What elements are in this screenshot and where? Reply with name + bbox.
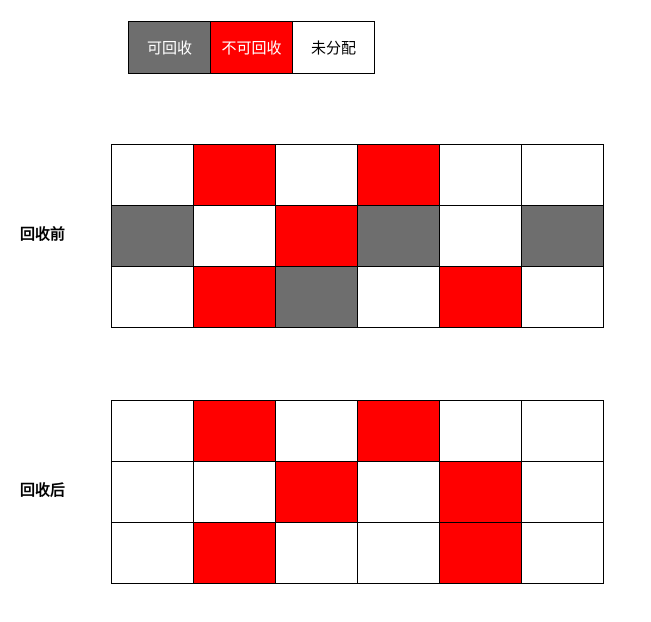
grid-cell — [357, 144, 440, 206]
grid-cell — [111, 522, 194, 584]
grid-cell — [111, 205, 194, 267]
grid-cell — [275, 144, 358, 206]
grid-cell — [193, 266, 276, 328]
grid-0 — [111, 144, 604, 328]
grid-cell — [193, 205, 276, 267]
grid-row — [111, 206, 604, 267]
grid-row — [111, 523, 604, 584]
section-label-1: 回收后 — [20, 479, 65, 500]
grid-cell — [111, 144, 194, 206]
grid-cell — [521, 266, 604, 328]
grid-cell — [439, 205, 522, 267]
grid-cell — [357, 266, 440, 328]
grid-cell — [275, 205, 358, 267]
grid-cell — [439, 266, 522, 328]
grid-cell — [111, 461, 194, 523]
grid-cell — [439, 461, 522, 523]
grid-cell — [439, 400, 522, 462]
grid-row — [111, 400, 604, 462]
grid-cell — [193, 400, 276, 462]
grid-cell — [357, 205, 440, 267]
grid-cell — [275, 400, 358, 462]
grid-cell — [275, 266, 358, 328]
legend: 可回收 不可回收 未分配 — [128, 21, 375, 74]
grid-cell — [439, 144, 522, 206]
legend-item-label: 未分配 — [311, 37, 356, 58]
grid-cell — [521, 144, 604, 206]
grid-cell — [193, 461, 276, 523]
grid-cell — [357, 400, 440, 462]
legend-item-label: 不可回收 — [221, 37, 281, 58]
legend-item-2: 未分配 — [292, 21, 375, 74]
grid-cell — [521, 205, 604, 267]
grid-row — [111, 462, 604, 523]
grid-cell — [193, 522, 276, 584]
grid-cell — [111, 400, 194, 462]
grid-cell — [357, 522, 440, 584]
grid-row — [111, 144, 604, 206]
grid-cell — [357, 461, 440, 523]
grid-row — [111, 267, 604, 328]
grid-cell — [521, 400, 604, 462]
grid-cell — [439, 522, 522, 584]
legend-item-label: 可回收 — [147, 37, 192, 58]
grid-cell — [193, 144, 276, 206]
grid-cell — [275, 522, 358, 584]
legend-item-1: 不可回收 — [210, 21, 293, 74]
grid-cell — [521, 522, 604, 584]
grid-cell — [521, 461, 604, 523]
grid-cell — [275, 461, 358, 523]
section-label-0: 回收前 — [20, 223, 65, 244]
grid-cell — [111, 266, 194, 328]
legend-item-0: 可回收 — [128, 21, 211, 74]
grid-1 — [111, 400, 604, 584]
